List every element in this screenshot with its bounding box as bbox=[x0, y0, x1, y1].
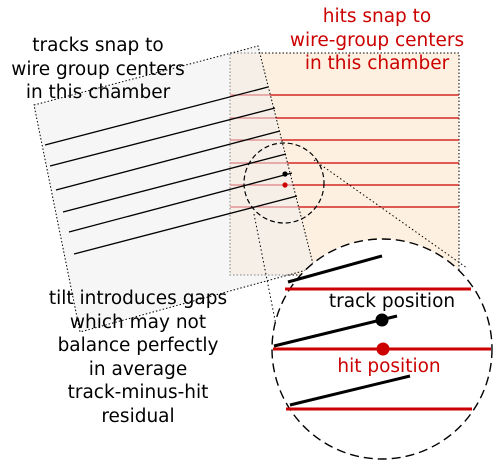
tracks-snap-line-3: in this chamber bbox=[25, 82, 171, 103]
tracks-snap-label: tracks snap to wire group centers in thi… bbox=[0, 34, 198, 105]
zoom-connectors bbox=[253, 159, 468, 326]
zoom-track-point bbox=[375, 313, 389, 327]
tilt-note-line-1: tilt introduces gaps bbox=[48, 288, 228, 309]
hits-snap-label: hits snap to wire-group centers in this … bbox=[268, 5, 486, 76]
hit-position-label: hit position bbox=[337, 356, 441, 377]
tilt-note-line-2: which may not bbox=[69, 311, 207, 333]
tilt-note-line-3: balance perfectly bbox=[57, 335, 219, 356]
tracks-snap-line-1: tracks snap to bbox=[32, 35, 164, 56]
zoom-track-line-1 bbox=[287, 254, 383, 284]
tilt-note-line-4: in average bbox=[88, 358, 188, 380]
magnifier-zoom bbox=[271, 238, 493, 460]
tilt-note-line-6: residual bbox=[101, 405, 175, 427]
zoom-track-line-3 bbox=[289, 374, 411, 407]
tilted-chamber bbox=[33, 45, 315, 333]
hits-snap-line-2: wire-group centers bbox=[289, 29, 465, 51]
hits-snap-line-3: in this chamber bbox=[304, 53, 450, 74]
track-position-label: track position bbox=[328, 291, 456, 312]
track-wire-lines bbox=[44, 86, 298, 255]
magnifier-small bbox=[243, 142, 325, 224]
hits-snap-line-1: hits snap to bbox=[322, 6, 432, 27]
tracks-snap-line-2: wire group centers bbox=[11, 58, 185, 80]
small-hit-point bbox=[282, 182, 288, 188]
tilt-note-label: tilt introduces gaps which may not balan… bbox=[36, 287, 240, 428]
zoom-hit-point bbox=[376, 342, 390, 356]
small-track-point bbox=[282, 171, 288, 177]
tilt-note-line-5: track-minus-hit bbox=[67, 382, 209, 403]
